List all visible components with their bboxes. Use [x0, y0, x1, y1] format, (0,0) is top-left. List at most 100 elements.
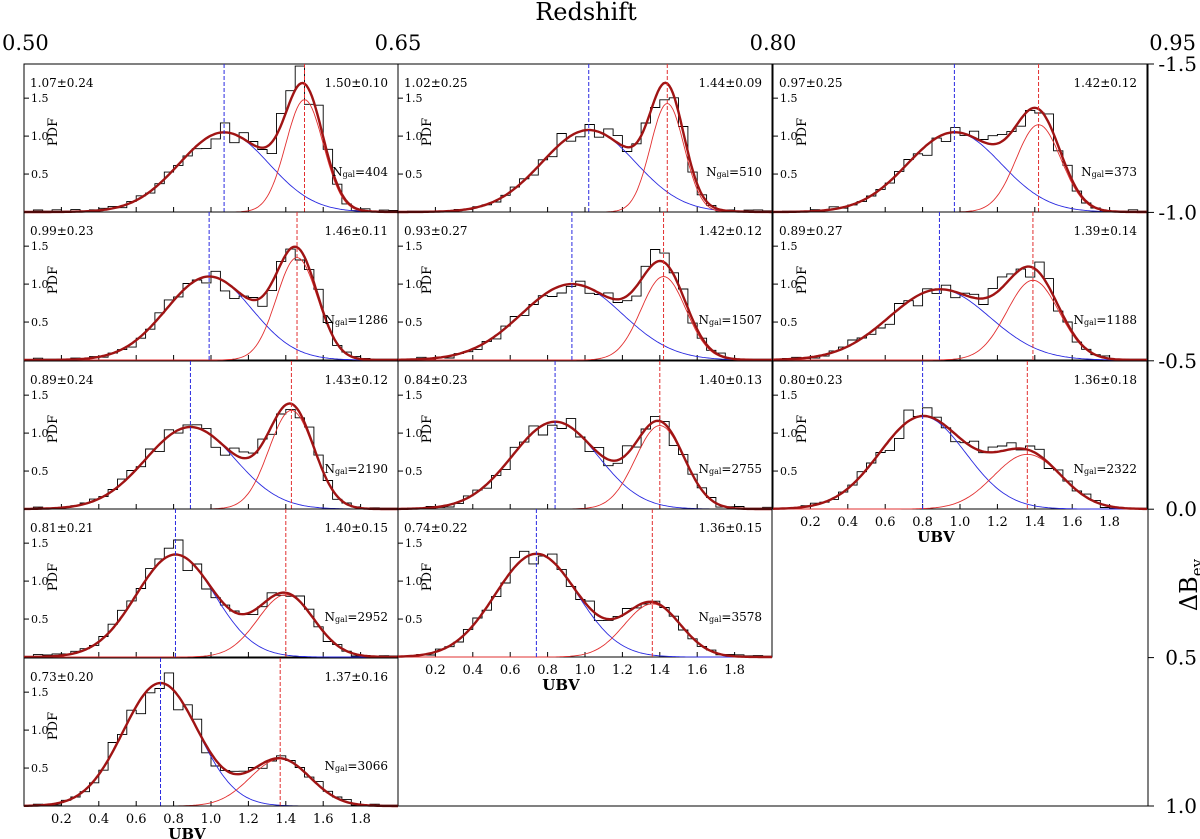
red-peak-label: 1.36±0.15	[699, 521, 763, 535]
total-fit	[398, 81, 772, 214]
x-tick-label: 1.8	[350, 812, 371, 827]
y-tick-label: 0.5	[31, 168, 49, 181]
y-axis-label: PDF	[46, 118, 61, 146]
histogram	[32, 65, 398, 212]
red-peak-label: 1.39±0.14	[1074, 224, 1138, 238]
y-tick-label: 1.5	[405, 537, 423, 550]
ngal-label: Ngal=2190	[324, 462, 388, 476]
panel-1-0: 0.5 1.0 1.5 PDF 0.99±0.23 1.46±0.11 Ngal=1286	[23, 211, 399, 362]
total-fit	[24, 81, 399, 214]
y-tick-label: 0.5	[780, 316, 798, 329]
x-tick-label: 1.4	[1024, 515, 1045, 530]
y-axis-label: PDF	[420, 266, 435, 294]
total-fit	[24, 681, 398, 808]
y-tick-label: 1.5	[31, 537, 49, 550]
histogram	[406, 97, 772, 212]
x-tick-label: 1.0	[201, 812, 222, 827]
x-tick-label: 1.2	[987, 515, 1008, 530]
blue-gaussian	[24, 554, 398, 658]
red-peak-label: 1.43±0.12	[325, 373, 389, 387]
x-tick-label: 0.6	[875, 515, 896, 530]
total-fit	[398, 259, 772, 362]
ngal-label: Ngal=2952	[324, 610, 388, 624]
y-tick-label: 1.5	[405, 389, 423, 402]
total-fit	[773, 265, 1147, 362]
y-tick-label: 1.5	[405, 92, 423, 105]
y-tick-label: 0.5	[31, 613, 49, 626]
y-tick-label: 1.0	[405, 130, 423, 143]
panel-4-0: 0.5 1.0 1.5 0.2 0.4 0.6 0.8 1.0 1.2 1.4 1.6 1.8 UBV P…	[23, 657, 399, 839]
total-fit	[398, 419, 772, 511]
histogram	[781, 109, 1147, 212]
panel-2-1: 0.5 1.0 1.5 PDF 0.84±0.23 1.40±0.13 Ngal=2755	[397, 360, 773, 511]
y-tick-label: 0.5	[405, 613, 423, 626]
x-tick-label: 1.0	[950, 515, 971, 530]
x-tick-label: 0.2	[800, 515, 821, 530]
blue-peak-label: 0.74±0.22	[404, 521, 468, 535]
panel-3-0: 0.5 1.0 1.5 PDF 0.81±0.21 1.40±0.15 Ngal=2952	[23, 508, 399, 659]
total-fit	[24, 553, 398, 659]
y-axis-label: PDF	[46, 563, 61, 591]
histogram	[406, 249, 772, 360]
y-axis-label: PDF	[795, 118, 810, 146]
y-tick-label: 0.5	[780, 168, 798, 181]
top-axis-title: Redshift	[535, 0, 637, 26]
x-tick-label: 1.6	[687, 663, 708, 678]
panel-0-1: 0.5 1.0 1.5 PDF 1.02±0.25 1.44±0.09 Ngal=510	[397, 63, 773, 214]
ngal-label: Ngal=2755	[698, 462, 762, 476]
y-tick-label: 0.5	[405, 465, 423, 478]
red-gaussian	[398, 603, 772, 658]
y-tick-label: 1.5	[31, 686, 49, 699]
y-tick-label: 1.5	[780, 240, 798, 253]
red-gaussian	[24, 409, 398, 510]
x-tick-label: 1.0	[575, 663, 596, 678]
y-tick-label: 1.0	[780, 130, 798, 143]
top-axis-tick-3: 0.95	[1149, 31, 1196, 55]
y-tick-label: 0.5	[31, 316, 49, 329]
x-tick-label: 0.8	[912, 515, 933, 530]
red-peak-label: 1.46±0.11	[325, 224, 389, 238]
y-tick-label: 1.5	[780, 92, 798, 105]
red-peak-label: 1.36±0.18	[1074, 373, 1138, 387]
total-fit	[398, 552, 772, 659]
blue-peak-label: 0.97±0.25	[779, 76, 843, 90]
panel-2-2: 0.5 1.0 1.5 0.2 0.4 0.6 0.8 1.0 1.2 1.4 1.6 1.8 UBV P…	[772, 360, 1148, 546]
red-peak-label: 1.42±0.12	[1074, 76, 1138, 90]
y-tick-label: 1.0	[405, 278, 423, 291]
blue-gaussian	[24, 682, 398, 807]
y-axis-label: PDF	[46, 266, 61, 294]
x-tick-label: 1.8	[1099, 515, 1120, 530]
histogram	[406, 415, 772, 509]
x-tick-label: 1.2	[612, 663, 633, 678]
ngal-label: Ngal=1507	[698, 313, 762, 327]
red-peak-label: 1.40±0.15	[325, 521, 389, 535]
panel-3-1: 0.5 1.0 1.5 0.2 0.4 0.6 0.8 1.0 1.2 1.4 1.6 1.8 UBV P…	[397, 508, 773, 694]
histogram	[32, 539, 398, 657]
red-gaussian	[398, 103, 772, 213]
y-tick-label: 1.0	[405, 575, 423, 588]
ngal-label: Ngal=2322	[1073, 462, 1137, 476]
x-tick-label: 0.8	[163, 812, 184, 827]
panel-0-2: 0.5 1.0 1.5 PDF 0.97±0.25 1.42±0.12 Ngal=373	[772, 63, 1148, 214]
y-tick-label: 0.5	[31, 465, 49, 478]
y-tick-label: 1.5	[31, 92, 49, 105]
right-axis-tick-0: -1.5	[1158, 52, 1197, 76]
right-axis-tick-3: 0.0	[1165, 497, 1197, 521]
blue-peak-label: 0.99±0.23	[30, 224, 94, 238]
y-tick-label: 1.0	[31, 575, 49, 588]
y-axis-label: PDF	[795, 415, 810, 443]
red-peak-label: 1.42±0.12	[699, 224, 763, 238]
y-tick-label: 0.5	[31, 762, 49, 775]
y-tick-label: 0.5	[405, 168, 423, 181]
y-tick-label: 1.0	[31, 278, 49, 291]
y-tick-label: 0.5	[780, 465, 798, 478]
x-tick-label: 1.4	[275, 812, 296, 827]
total-fit	[24, 402, 398, 511]
x-tick-label: 0.2	[51, 812, 72, 827]
y-axis-label: PDF	[46, 415, 61, 443]
blue-peak-label: 0.89±0.24	[30, 373, 94, 387]
y-tick-label: 0.5	[405, 316, 423, 329]
y-tick-label: 1.5	[31, 240, 49, 253]
panel-1-2: 0.5 1.0 1.5 PDF 0.89±0.27 1.39±0.14 Ngal=1188	[772, 211, 1148, 362]
